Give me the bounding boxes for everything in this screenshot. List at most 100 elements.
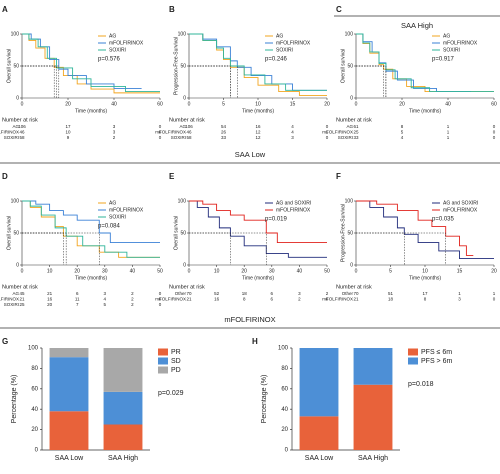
y-tick-label: 20 [281, 427, 288, 433]
risk-count: 1 [493, 291, 496, 296]
median-line [189, 232, 267, 265]
risk-count: 4 [401, 135, 404, 140]
legend-label: SOXIRI [109, 47, 126, 53]
x-tick-label: 10 [422, 268, 428, 274]
risk-count: 12 [255, 130, 261, 135]
x-tick-label: 20 [491, 268, 497, 274]
y-axis-label: Overall survival [340, 49, 346, 83]
y-tick-label: 20 [31, 427, 38, 433]
x-tick-label: 0 [355, 101, 358, 107]
x-tick-label: 0 [188, 101, 191, 107]
risk-count: 2 [131, 297, 134, 302]
risk-count: 7 [76, 302, 79, 307]
y-tick-label: 50 [13, 230, 19, 236]
y-tick-label: 0 [35, 448, 39, 454]
risk-count: 0 [159, 302, 162, 307]
risk-count: 45 [19, 291, 25, 296]
survival-curve [356, 200, 494, 260]
risk-count: 16 [255, 124, 261, 129]
y-tick-label: 0 [16, 95, 19, 101]
panel-label: G [2, 337, 8, 346]
risk-count: 17 [65, 124, 71, 129]
risk-count: 26 [221, 130, 227, 135]
y-axis-label: Overall survival [6, 49, 12, 83]
p-value: p=0.576 [98, 57, 121, 63]
median-line [189, 232, 231, 265]
risk-group: mFOLFIRINOX [155, 297, 186, 302]
risk-count: 21 [186, 297, 192, 302]
panel-label: D [2, 172, 8, 181]
legend-label: AG [276, 33, 283, 39]
median-line [22, 65, 55, 98]
risk-count: 51 [388, 291, 394, 296]
legend-label: mFOLFIRINOX [276, 40, 311, 46]
risk-count: 2 [131, 302, 134, 307]
x-tick-label: 10 [255, 101, 261, 107]
risk-title: Number at risk [169, 117, 205, 123]
y-axis-label: Percentage (%) [261, 375, 268, 424]
p-value: p=0.084 [98, 224, 121, 230]
median-line [189, 65, 238, 98]
x-tick-label: 50 [157, 268, 163, 274]
risk-count: 5 [401, 130, 404, 135]
legend-label: SD [171, 358, 181, 365]
risk-count: 8 [243, 297, 246, 302]
bar-segment [49, 348, 89, 358]
risk-count: 1 [326, 130, 329, 135]
risk-group: AG [12, 124, 19, 129]
risk-count: 18 [242, 291, 248, 296]
p-value: p=0.019 [265, 217, 288, 223]
legend-label: PFS ≤ 6m [421, 349, 452, 356]
x-tick-label: 60 [157, 101, 163, 107]
survival-curve [189, 33, 327, 91]
risk-group: AG [179, 124, 186, 129]
risk-count: 0 [493, 297, 496, 302]
risk-count: 20 [47, 302, 53, 307]
x-axis-label: Time (months) [242, 108, 274, 114]
legend-label: mFOLFIRINOX [276, 207, 311, 213]
risk-count: 3 [113, 124, 116, 129]
legend-label: PFS > 6m [421, 358, 452, 365]
risk-count: 3 [104, 291, 107, 296]
risk-count: 33 [353, 135, 359, 140]
risk-count: 3 [291, 135, 294, 140]
risk-title: Number at risk [336, 117, 372, 123]
legend-label: mFOLFIRINOX [443, 40, 478, 46]
y-tick-label: 40 [281, 407, 288, 413]
y-tick-label: 100 [178, 31, 187, 37]
x-tick-label: 5 [222, 101, 225, 107]
risk-count: 0 [326, 297, 329, 302]
risk-count: 61 [353, 124, 359, 129]
x-tick-label: 15 [457, 268, 463, 274]
risk-count: 58 [19, 135, 25, 140]
y-axis-label: Progression-Free-Survival [173, 37, 179, 95]
risk-count: 1 [458, 291, 461, 296]
risk-count: 25 [353, 130, 359, 135]
risk-count: 9 [67, 135, 70, 140]
risk-count: 21 [47, 291, 53, 296]
x-tick-label: 40 [111, 101, 117, 107]
risk-count: 0 [159, 135, 162, 140]
risk-count: 2 [131, 291, 134, 296]
risk-count: 4 [291, 130, 294, 135]
y-tick-label: 100 [28, 346, 39, 352]
risk-count: 46 [186, 130, 192, 135]
risk-group: mFOLFIRINOX [322, 297, 353, 302]
legend-swatch [408, 348, 418, 356]
y-axis-label: Percentage (%) [11, 375, 18, 424]
header: SAA Low [235, 150, 266, 159]
risk-count: 16 [47, 297, 53, 302]
risk-count: 4 [104, 297, 107, 302]
risk-count: 106 [185, 124, 193, 129]
risk-group: SOXIRI [4, 135, 19, 140]
risk-title: Number at risk [169, 284, 205, 290]
x-tick-label: 40 [445, 101, 451, 107]
legend-label: PD [171, 367, 181, 374]
panel-label: B [169, 5, 175, 14]
y-tick-label: 40 [31, 407, 38, 413]
legend-label: AG and SOXIRI [443, 200, 478, 206]
median-line [356, 65, 387, 98]
bar-segment [353, 348, 393, 385]
y-tick-label: 0 [16, 262, 19, 268]
